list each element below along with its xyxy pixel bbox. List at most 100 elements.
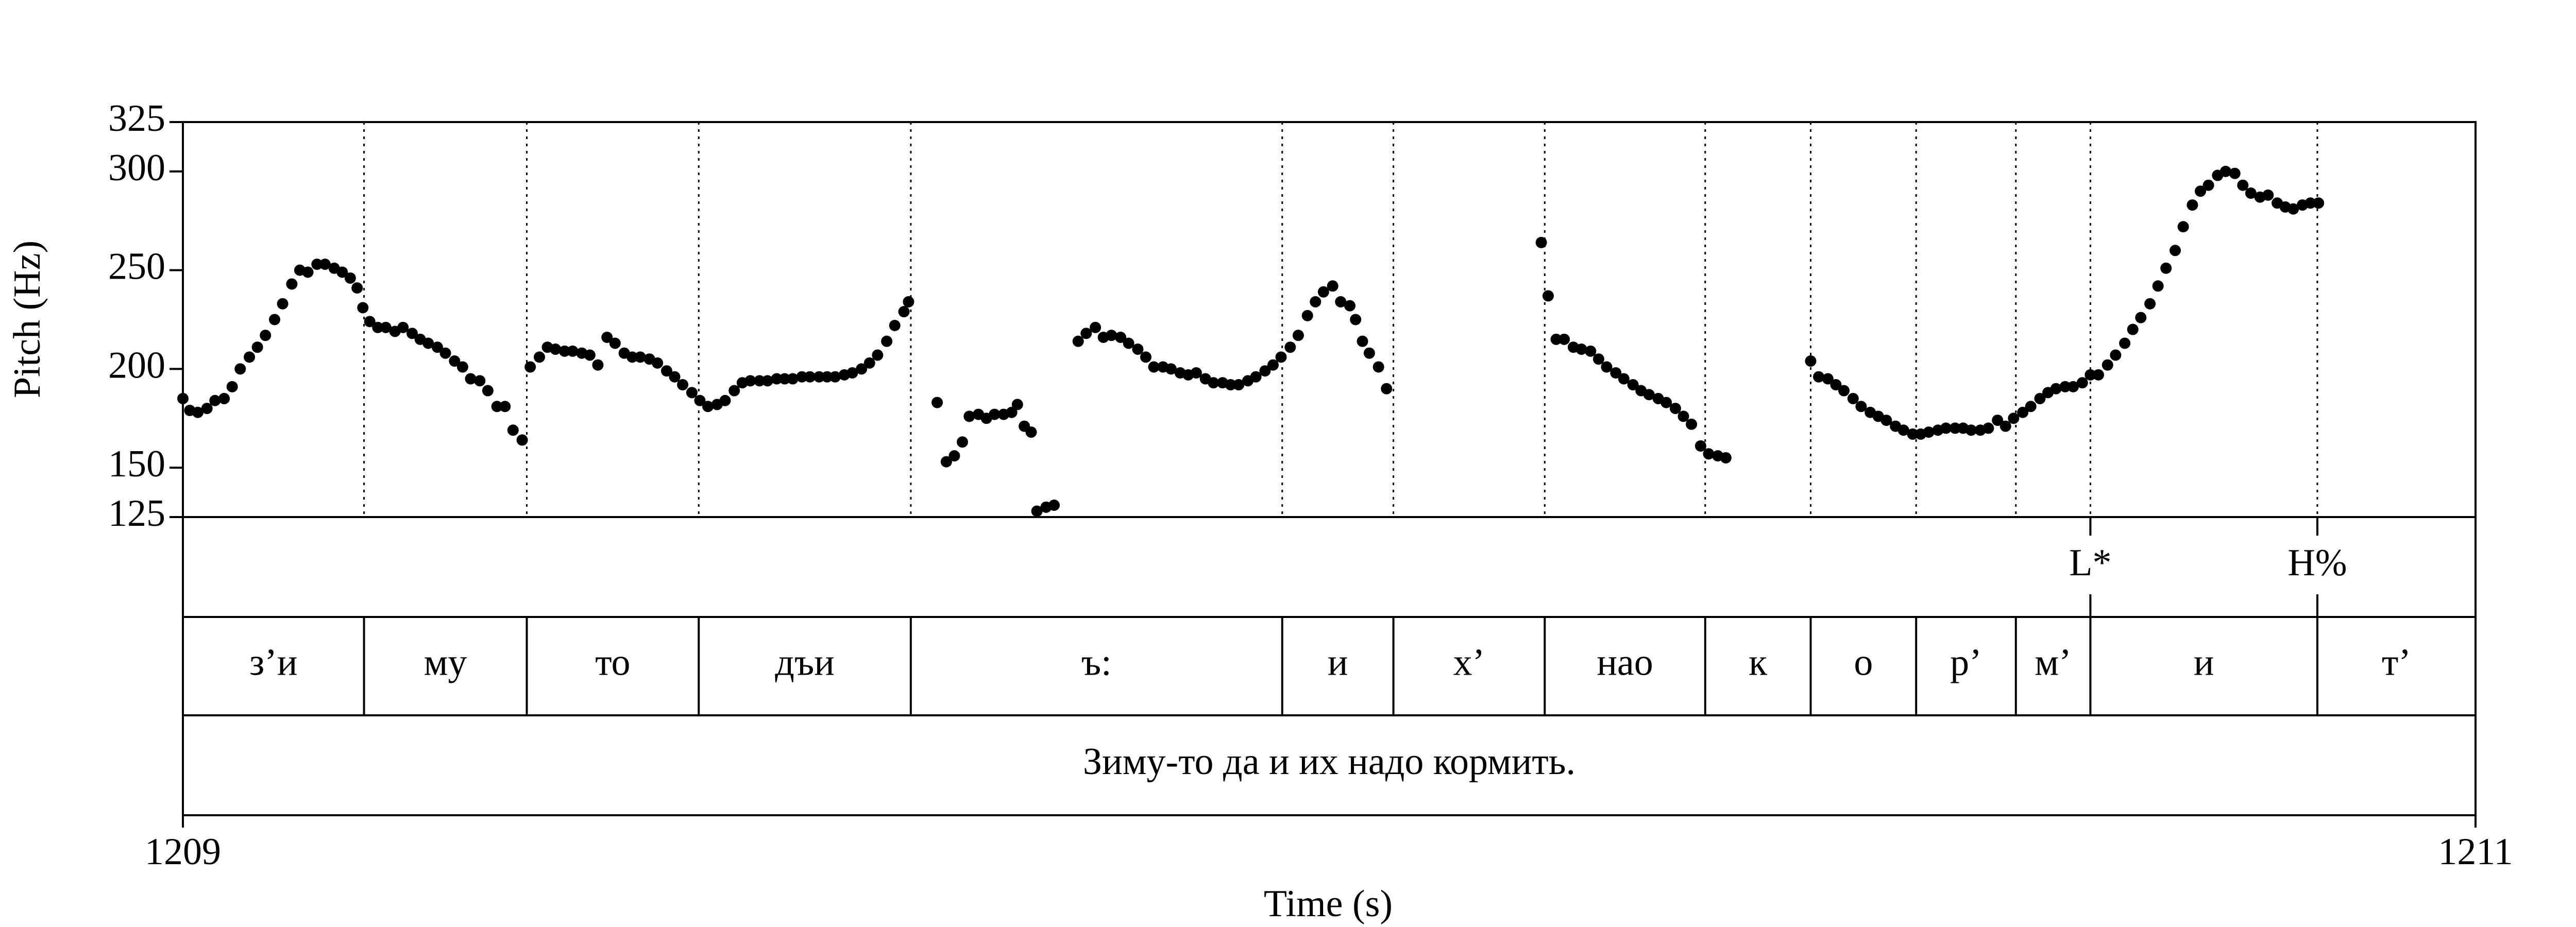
pitch-point — [804, 371, 816, 383]
pitch-point — [2050, 383, 2062, 394]
pitch-point — [813, 371, 825, 383]
pitch-point — [584, 349, 596, 361]
pitch-point — [702, 401, 714, 413]
pitch-point — [344, 272, 356, 284]
pitch-point — [1381, 383, 1393, 394]
pitch-point — [1999, 420, 2011, 432]
pitch-point — [1011, 399, 1023, 410]
pitch-point — [1575, 344, 1587, 355]
pitch-point — [2110, 349, 2122, 361]
pitch-point — [1822, 373, 1834, 385]
segment-label: м’ — [2035, 641, 2071, 683]
pitch-point — [1907, 428, 1919, 440]
pitch-point — [234, 363, 246, 375]
pitch-point — [1267, 359, 1279, 371]
pitch-point — [474, 375, 486, 387]
pitch-point — [286, 278, 298, 290]
pitch-point — [1090, 321, 1101, 333]
pitch-point — [1965, 424, 1977, 436]
pitch-point — [2195, 185, 2206, 197]
pitch-point — [558, 345, 570, 357]
pitch-point — [1006, 406, 1018, 418]
pitch-point — [1350, 314, 1362, 325]
pitch-point — [1031, 505, 1043, 517]
y-tick-label: 150 — [108, 443, 165, 485]
pitch-point — [226, 381, 238, 392]
pitch-point — [2313, 197, 2325, 209]
pitch-point — [1949, 422, 1961, 434]
pitch-point — [209, 394, 221, 406]
segment-label: му — [424, 641, 467, 683]
pitch-point — [1048, 499, 1060, 511]
pitch-point — [719, 394, 731, 406]
pitch-point — [2262, 189, 2274, 201]
pitch-point — [821, 371, 833, 383]
pitch-point — [251, 341, 263, 353]
pitch-point — [1250, 371, 1262, 383]
pitch-point — [1585, 345, 1597, 357]
pitch-point — [2025, 401, 2037, 413]
pitch-point — [1610, 367, 1622, 379]
pitch-point — [1923, 426, 1935, 438]
pitch-point — [1190, 367, 1202, 379]
y-tick-label: 200 — [108, 344, 165, 386]
pitch-point — [1982, 422, 1994, 434]
pitch-point — [1550, 333, 1562, 345]
segment-label: т’ — [2382, 641, 2411, 683]
pitch-point — [491, 401, 503, 413]
pitch-point — [754, 375, 766, 387]
segment-label: р’ — [1950, 641, 1982, 683]
pitch-point — [989, 408, 1001, 420]
pitch-point — [963, 410, 975, 422]
pitch-point — [872, 349, 884, 361]
pitch-point — [2177, 221, 2189, 233]
pitch-point — [351, 282, 363, 294]
pitch-point — [2245, 187, 2257, 199]
pitch-point — [2219, 165, 2231, 177]
pitch-point — [609, 337, 621, 349]
pitch-point — [311, 259, 323, 270]
sentence-label: Зиму-то да и их надо кормить. — [1083, 741, 1575, 783]
pitch-point — [336, 266, 348, 278]
pitch-point — [2102, 359, 2113, 371]
pitch-point — [2067, 381, 2079, 392]
pitch-point — [507, 424, 519, 436]
pitch-point — [1847, 392, 1859, 404]
y-tick-label: 300 — [108, 147, 165, 189]
pitch-point — [903, 296, 914, 307]
pitch-point — [601, 332, 613, 344]
pitch-point — [1284, 341, 1296, 353]
pitch-point — [2059, 381, 2071, 392]
pitch-point — [592, 359, 604, 371]
pitch-point — [449, 355, 461, 367]
pitch-point — [550, 344, 562, 355]
pitch-point — [1592, 353, 1604, 365]
pitch-point — [728, 385, 740, 397]
pitch-point — [660, 365, 672, 377]
pitch-point — [2229, 167, 2241, 179]
pitch-point — [1148, 361, 1160, 373]
pitch-point — [1686, 418, 1698, 430]
pitch-point — [1165, 363, 1177, 375]
pitch-point — [244, 351, 256, 363]
pitch-point — [694, 394, 706, 406]
segment-label: х’ — [1453, 641, 1485, 683]
pitch-point — [2119, 337, 2131, 349]
pitch-point — [567, 345, 579, 357]
pitch-point — [1115, 332, 1127, 344]
pitch-point — [1880, 415, 1892, 426]
segment-label: з’и — [249, 641, 297, 683]
pitch-point — [456, 361, 468, 373]
pitch-point — [1940, 422, 1952, 434]
pitch-point — [796, 371, 808, 383]
x-tick-label: 1209 — [145, 831, 221, 873]
pitch-point — [533, 351, 545, 363]
pitch-point — [1813, 371, 1825, 383]
pitch-point — [2034, 392, 2046, 404]
pitch-point — [889, 320, 901, 332]
pitch-point — [218, 392, 230, 404]
pitch-point — [1838, 385, 1850, 397]
pitch-point — [1259, 365, 1271, 377]
pitch-point — [1703, 448, 1715, 460]
